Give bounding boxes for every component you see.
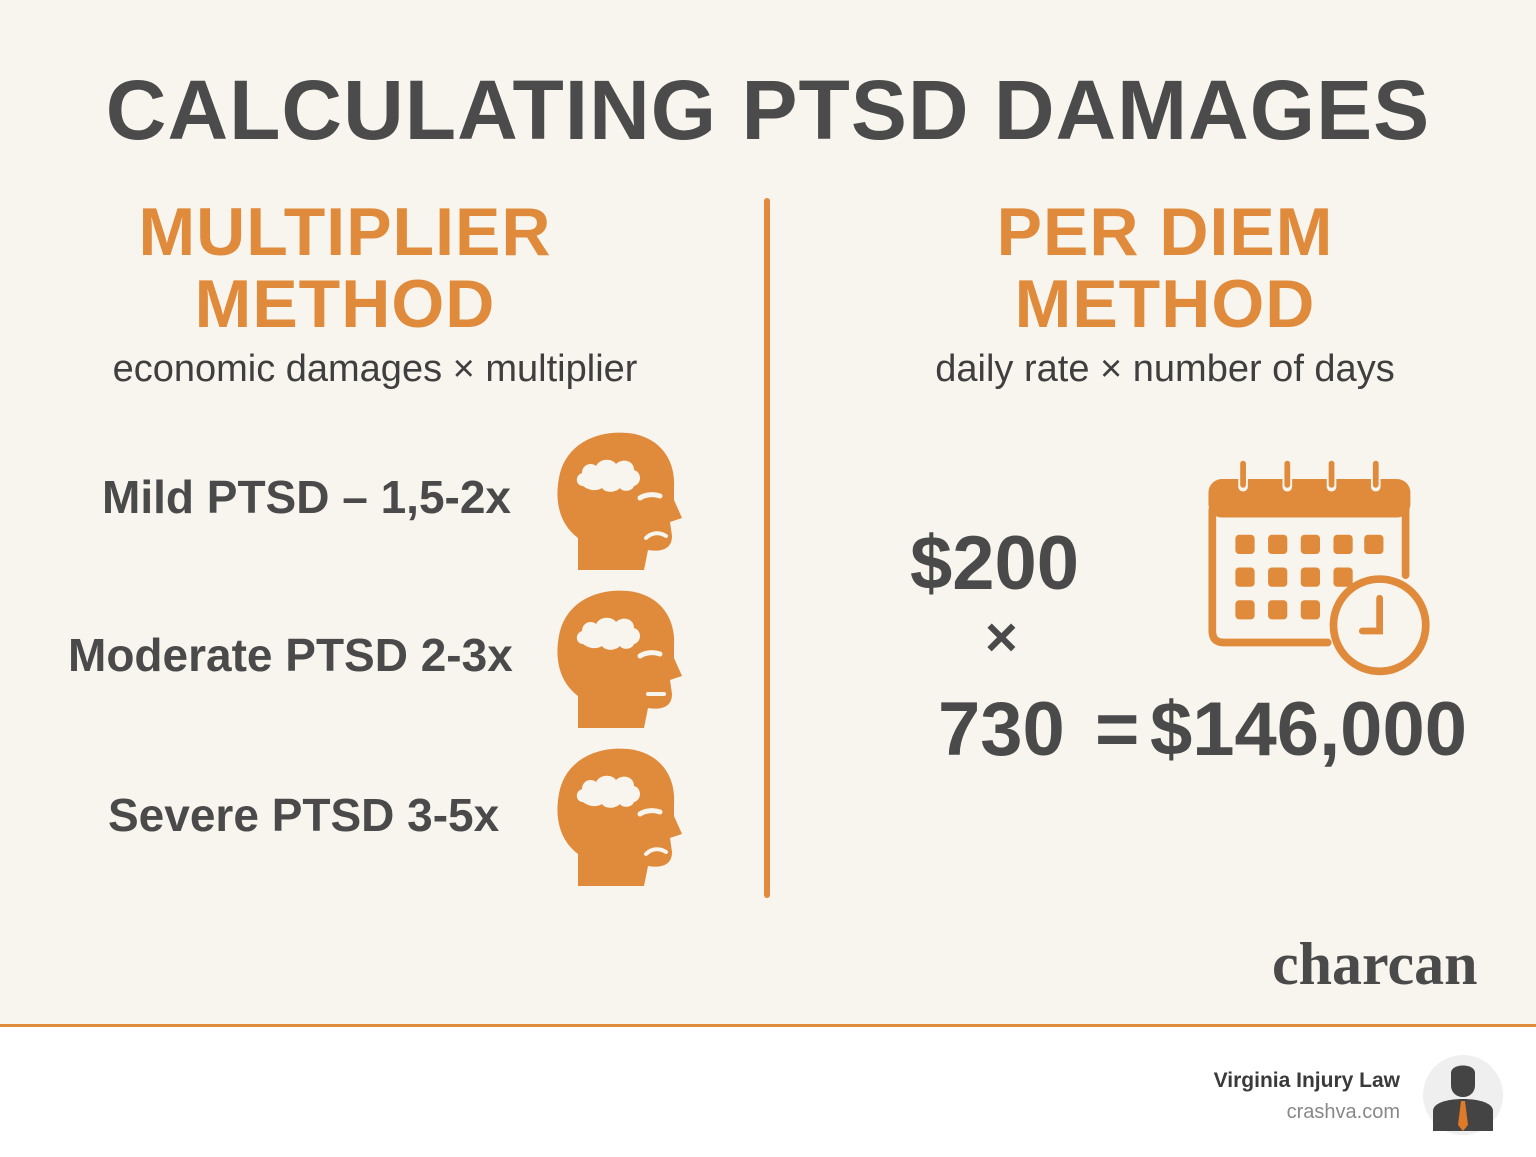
perdiem-title-line1: PER DIEM bbox=[996, 194, 1334, 270]
total-result: $146,000 bbox=[1150, 687, 1467, 772]
daily-rate: $200 bbox=[910, 521, 1080, 606]
page-title: CALCULATING PTSD DAMAGES bbox=[105, 63, 1431, 157]
multiplier-title-line2: METHOD bbox=[194, 266, 496, 342]
head-cloud-icon bbox=[557, 432, 682, 570]
times-sign: × bbox=[985, 605, 1018, 668]
head-cloud-icon bbox=[557, 590, 682, 728]
perdiem-method-title: PER DIEM METHOD bbox=[910, 196, 1420, 340]
firm-website[interactable]: crashva.com bbox=[1286, 1101, 1400, 1123]
multiplier-formula: economic damages × multiplier bbox=[112, 348, 638, 390]
firm-name: Virginia Injury Law bbox=[1213, 1069, 1400, 1092]
multiplier-method-title: MULTIPLIER METHOD bbox=[90, 196, 600, 340]
perdiem-title-line2: METHOD bbox=[1014, 266, 1316, 342]
tier-severe: Severe PTSD 3-5x bbox=[108, 789, 500, 841]
tier-mild: Mild PTSD – 1,5-2x bbox=[102, 471, 512, 523]
equals-sign: = bbox=[1095, 687, 1140, 772]
person-tie-icon bbox=[1423, 1055, 1503, 1135]
charcan-logo: charcan bbox=[1272, 931, 1478, 997]
footer: Virginia Injury Law crashva.com bbox=[0, 1024, 1536, 1157]
tier-moderate: Moderate PTSD 2-3x bbox=[68, 629, 513, 681]
day-count: 730 bbox=[938, 687, 1065, 772]
multiplier-title-line1: MULTIPLIER bbox=[138, 194, 552, 270]
head-cloud-icon bbox=[557, 748, 682, 886]
calendar-clock-icon bbox=[1208, 458, 1430, 676]
perdiem-formula: daily rate × number of days bbox=[935, 348, 1395, 390]
column-divider bbox=[764, 198, 770, 898]
